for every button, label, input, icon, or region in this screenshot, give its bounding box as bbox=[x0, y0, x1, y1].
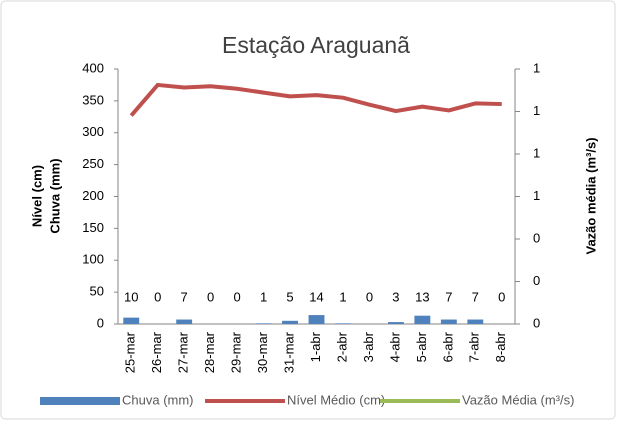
x-tick-label: 26-mar bbox=[149, 331, 164, 373]
y-tick-label: 0 bbox=[97, 315, 104, 330]
x-tick-label: 3-abr bbox=[361, 331, 376, 362]
bar bbox=[308, 315, 325, 324]
line bbox=[129, 82, 502, 117]
x-tick-label: 5-abr bbox=[414, 331, 429, 362]
x-tick-label: 6-abr bbox=[440, 331, 455, 362]
x-tick-label: 29-mar bbox=[229, 331, 244, 373]
legend-swatch bbox=[40, 397, 120, 405]
y2-tick-label: 0 bbox=[533, 230, 540, 245]
data-label: 0 bbox=[154, 289, 161, 304]
legend-label: Chuva (mm) bbox=[122, 392, 194, 407]
bar bbox=[255, 323, 272, 324]
data-label: 1 bbox=[260, 289, 267, 304]
y-tick-label: 150 bbox=[82, 220, 104, 235]
x-tick-label: 25-mar bbox=[123, 331, 138, 373]
x-tick-label: 2-abr bbox=[334, 331, 349, 362]
data-label: 7 bbox=[472, 289, 479, 304]
y-axis-label: Nível (cm) bbox=[29, 165, 44, 227]
chart-title: Estação Araguanã bbox=[222, 32, 410, 58]
y2-tick-label: 1 bbox=[533, 103, 540, 118]
x-tick-label: 28-mar bbox=[202, 331, 217, 373]
y-tick-label: 400 bbox=[82, 60, 104, 75]
x-tick-label: 4-abr bbox=[387, 331, 402, 362]
y2-tick-label: 1 bbox=[533, 60, 540, 75]
y-tick-label: 50 bbox=[90, 284, 104, 299]
y2-tick-label: 1 bbox=[533, 188, 540, 203]
data-label: 3 bbox=[392, 289, 399, 304]
bar bbox=[176, 319, 193, 324]
x-tick-label: 8-abr bbox=[493, 331, 508, 362]
bar bbox=[414, 315, 431, 324]
y-axis-label: Chuva (mm) bbox=[47, 158, 62, 233]
data-label: 7 bbox=[445, 289, 452, 304]
legend-label: Nível Médio (cm) bbox=[287, 392, 385, 407]
bar bbox=[282, 320, 298, 324]
y-tick-label: 100 bbox=[82, 252, 104, 267]
x-tick-label: 27-mar bbox=[176, 331, 191, 373]
data-label: 13 bbox=[415, 289, 429, 304]
bar bbox=[467, 319, 484, 324]
bar bbox=[335, 323, 351, 324]
y2-tick-label: 0 bbox=[533, 315, 540, 330]
data-label: 14 bbox=[309, 289, 323, 304]
data-label: 1 bbox=[339, 289, 346, 304]
y2-tick-label: 0 bbox=[533, 273, 540, 288]
x-tick-label: 30-mar bbox=[255, 331, 270, 373]
x-tick-label: 31-mar bbox=[281, 331, 296, 373]
x-tick-label: 1-abr bbox=[308, 331, 323, 362]
y2-axis-label: Vazão média (m³/s) bbox=[583, 137, 598, 254]
y-tick-label: 350 bbox=[82, 92, 104, 107]
bar bbox=[123, 317, 140, 324]
x-tick-label: 7-abr bbox=[467, 331, 482, 362]
legend-label: Vazão Média (m³/s) bbox=[462, 392, 574, 407]
data-label: 0 bbox=[498, 289, 505, 304]
bar bbox=[387, 322, 404, 324]
data-label: 5 bbox=[286, 289, 293, 304]
y-tick-label: 300 bbox=[82, 124, 104, 139]
data-label: 7 bbox=[181, 289, 188, 304]
y-tick-label: 200 bbox=[82, 188, 104, 203]
y-tick-label: 250 bbox=[82, 156, 104, 171]
data-label: 0 bbox=[233, 289, 240, 304]
data-label: 10 bbox=[124, 289, 138, 304]
bar bbox=[440, 319, 457, 324]
y2-tick-label: 1 bbox=[533, 145, 540, 160]
data-label: 0 bbox=[207, 289, 214, 304]
data-label: 0 bbox=[366, 289, 373, 304]
